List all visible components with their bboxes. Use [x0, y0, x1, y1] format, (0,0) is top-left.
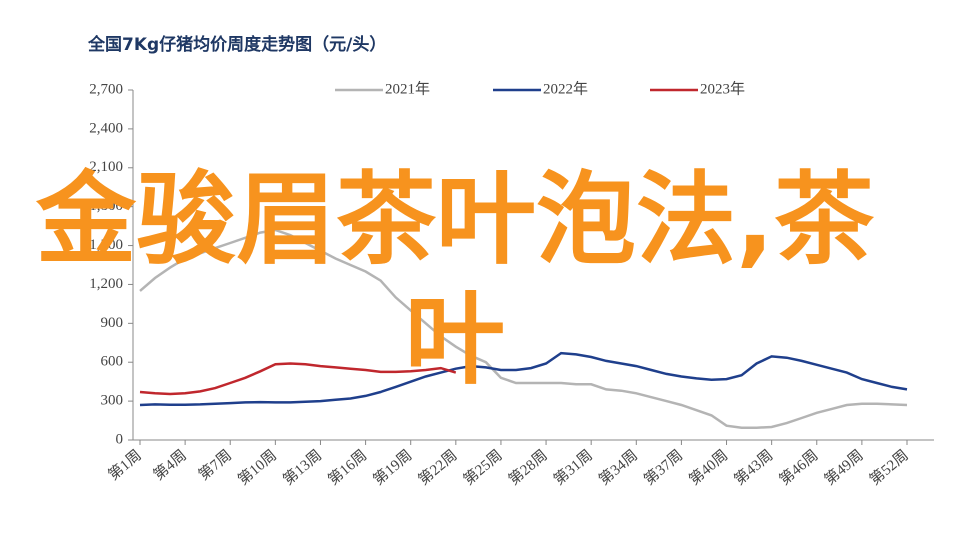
- x-tick-label: 第7周: [195, 446, 235, 484]
- line-series: [139, 362, 457, 396]
- x-tick-label: 第49周: [821, 446, 867, 489]
- y-tick-label: 2,400: [89, 120, 123, 136]
- y-tick-label: 2,700: [89, 81, 123, 97]
- x-tick-label: 第43周: [730, 446, 776, 489]
- y-tick-label: 300: [101, 393, 124, 409]
- legend-label: 2021年: [385, 80, 430, 97]
- y-tick-label: 600: [101, 354, 124, 370]
- x-tick-label: 第31周: [550, 446, 596, 489]
- x-tick-label: 第34周: [595, 446, 641, 489]
- line-series: [139, 228, 908, 429]
- x-tick-label: 第10周: [234, 446, 280, 489]
- legend-label: 2022年: [543, 80, 588, 97]
- x-tick-label: 第25周: [460, 446, 506, 489]
- x-tick-label: 第28周: [505, 446, 551, 489]
- chart-title: 全国7Kg仔猪均价周度走势图（元/头）: [87, 34, 386, 55]
- line-series: [139, 351, 908, 407]
- y-tick-label: 900: [101, 315, 124, 331]
- x-tick-label: 第19周: [369, 446, 415, 489]
- y-tick-label: 1,500: [89, 237, 123, 253]
- x-tick-label: 第13周: [279, 446, 325, 489]
- x-tick-label: 第16周: [324, 446, 370, 489]
- x-tick-label: 第40周: [685, 446, 731, 489]
- x-tick-label: 第37周: [640, 446, 686, 489]
- y-tick-label: 0: [116, 431, 124, 447]
- legend-label: 2023年: [700, 80, 745, 97]
- y-tick-label: 1,200: [89, 276, 123, 292]
- y-tick-label: 2,100: [89, 159, 123, 175]
- x-tick-label: 第4周: [150, 446, 190, 484]
- x-tick-label: 第46周: [775, 446, 821, 489]
- overlay-text: 金骏眉茶叶泡法,茶叶: [36, 161, 874, 398]
- x-tick-label: 第1周: [104, 446, 144, 484]
- x-tick-label: 第22周: [415, 446, 461, 489]
- x-tick-label: 第52周: [866, 446, 912, 489]
- y-tick-label: 1,800: [89, 198, 123, 214]
